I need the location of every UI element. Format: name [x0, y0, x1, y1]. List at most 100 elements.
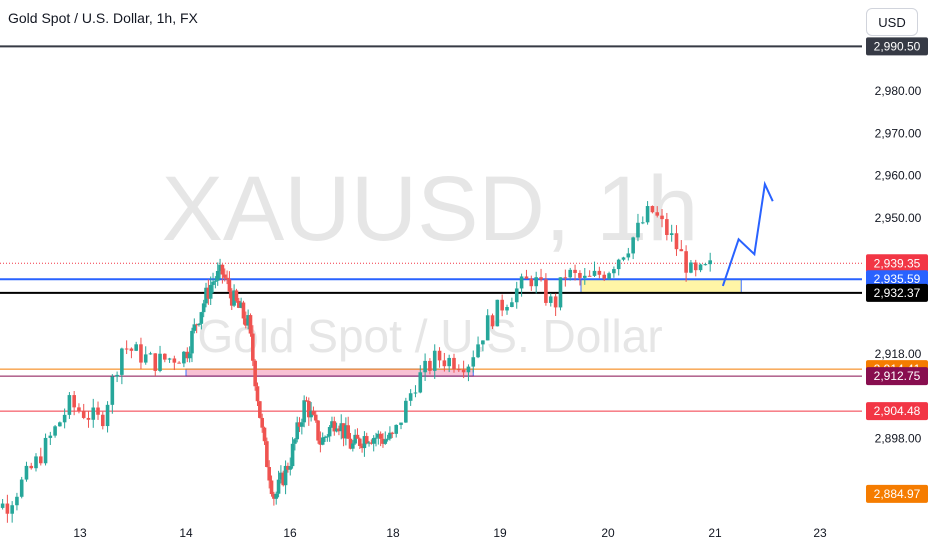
candle-body [286, 465, 290, 470]
candle-body [437, 350, 442, 361]
candle-body [232, 290, 236, 306]
candle-body [313, 414, 318, 421]
candle-body [337, 428, 341, 432]
candle-body [330, 421, 334, 428]
candle-body [53, 426, 57, 436]
candle-body [192, 324, 197, 331]
candle-body [239, 302, 243, 308]
candle-body [279, 472, 283, 480]
candle-body [38, 456, 43, 464]
candle-body [334, 428, 339, 432]
candle-body [172, 358, 177, 363]
candle-body [177, 362, 181, 364]
candle-body [110, 376, 115, 405]
candle-body [689, 262, 693, 273]
candle-body [327, 427, 332, 437]
candle-body [514, 288, 519, 303]
watermark-symbol: XAUUSD, 1h [162, 158, 699, 260]
candle-body [447, 357, 451, 367]
candle-body [669, 233, 674, 235]
candle-body [423, 360, 427, 373]
x-tick-label: 19 [493, 526, 507, 540]
candle-body [404, 400, 408, 423]
price-badge [866, 270, 928, 289]
candle-body [582, 275, 587, 278]
candle-body [48, 435, 53, 438]
candle-body [208, 284, 213, 299]
candle-body [190, 330, 194, 354]
candle-body [636, 222, 640, 238]
candle-body [563, 277, 568, 279]
candle-body [163, 353, 167, 360]
candle-body [679, 249, 684, 252]
candle-body [297, 422, 302, 427]
candle-body [362, 436, 367, 449]
candle-body [139, 344, 143, 363]
candle-body [481, 340, 485, 345]
x-tick-label: 13 [73, 526, 87, 540]
candle-body [260, 417, 264, 428]
candle-body [394, 424, 399, 434]
y-tick-label: 2,970.00 [875, 126, 922, 140]
candle-body [274, 493, 279, 499]
candle-body [258, 401, 262, 418]
candle-body [364, 436, 369, 444]
candle-body [158, 353, 162, 371]
candle-body [213, 280, 218, 282]
candle-body [442, 360, 447, 367]
candle-body [120, 348, 124, 375]
candle-body [548, 296, 553, 303]
projection-path [721, 180, 774, 287]
price-badge-label: 2,912.75 [874, 369, 921, 383]
candle-body [215, 270, 220, 281]
candle-body [452, 357, 456, 370]
candle-body [432, 350, 437, 371]
candle-body [381, 438, 385, 444]
candle-body [376, 433, 381, 438]
candle-body [529, 278, 534, 287]
candle-body [253, 360, 257, 387]
candle-body [374, 437, 378, 439]
candle-body [199, 312, 204, 324]
y-tick-label: 2,918.00 [875, 347, 922, 361]
candle-body [650, 206, 655, 213]
candle-body [485, 315, 490, 341]
candle-body [316, 420, 320, 441]
watermark-description: Gold Spot / U.S. Dollar [197, 310, 662, 362]
candle-body [304, 400, 309, 402]
candle-body [490, 315, 495, 327]
candle-body [211, 281, 215, 285]
candle-body [272, 494, 276, 499]
candle-body [703, 264, 708, 266]
candle-body [293, 439, 297, 444]
candle-body [185, 351, 190, 359]
currency-button[interactable]: USD [866, 8, 918, 36]
y-tick-label: 2,898.00 [875, 432, 922, 446]
candle-body [255, 386, 260, 402]
x-tick-label: 18 [386, 526, 400, 540]
candle-body [323, 436, 327, 438]
candle-body [640, 222, 645, 224]
price-badge-label: 2,990.50 [874, 39, 921, 53]
candle-body [143, 354, 148, 363]
candle-body [612, 269, 616, 274]
candle-body [325, 436, 330, 438]
candle-body [607, 273, 611, 279]
candle-body [631, 237, 635, 254]
candle-body [167, 358, 172, 360]
candle-body [539, 277, 543, 280]
price-badge-label: 2,932.37 [874, 286, 921, 300]
candle-body [302, 400, 306, 423]
candle-body [10, 505, 14, 514]
candle-body [341, 423, 346, 439]
candle-body [645, 206, 650, 223]
price-badge [866, 37, 928, 56]
candle-body [5, 503, 10, 514]
candle-body [553, 296, 558, 308]
candle-body [505, 306, 509, 311]
candle-body [311, 410, 316, 415]
candle-body [248, 315, 253, 334]
candle-body [105, 404, 110, 427]
candle-body [43, 437, 48, 464]
